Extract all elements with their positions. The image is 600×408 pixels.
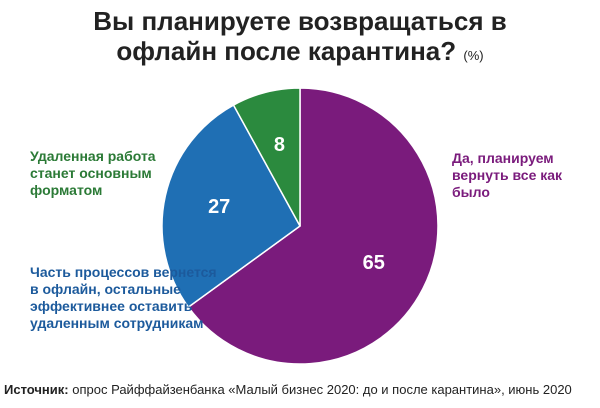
pie-slice	[187, 87, 439, 365]
category-label: Да, планируем вернуть все как было	[452, 150, 563, 200]
data-label: 8	[274, 134, 285, 156]
unit: (%)	[463, 48, 484, 63]
data-label: 65	[363, 252, 385, 274]
chart-title: Вы планируете возвращаться в офлайн посл…	[93, 6, 507, 66]
pie-slice	[161, 104, 301, 309]
category-label: Часть процессов вернется в офлайн, остал…	[30, 264, 217, 331]
data-label: 27	[208, 196, 230, 218]
chart-title-block: Вы планируете возвращаться в офлайн посл…	[40, 6, 560, 71]
category-label: Удаленная работа станет основным формато…	[30, 148, 156, 198]
pie-slice	[232, 87, 301, 227]
source: опрос Райффайзенбанка «Малый бизнес 2020…	[72, 382, 572, 397]
source-block: Источник: опрос Райффайзенбанка «Малый б…	[4, 382, 572, 397]
source-label: Источник:	[4, 382, 69, 397]
